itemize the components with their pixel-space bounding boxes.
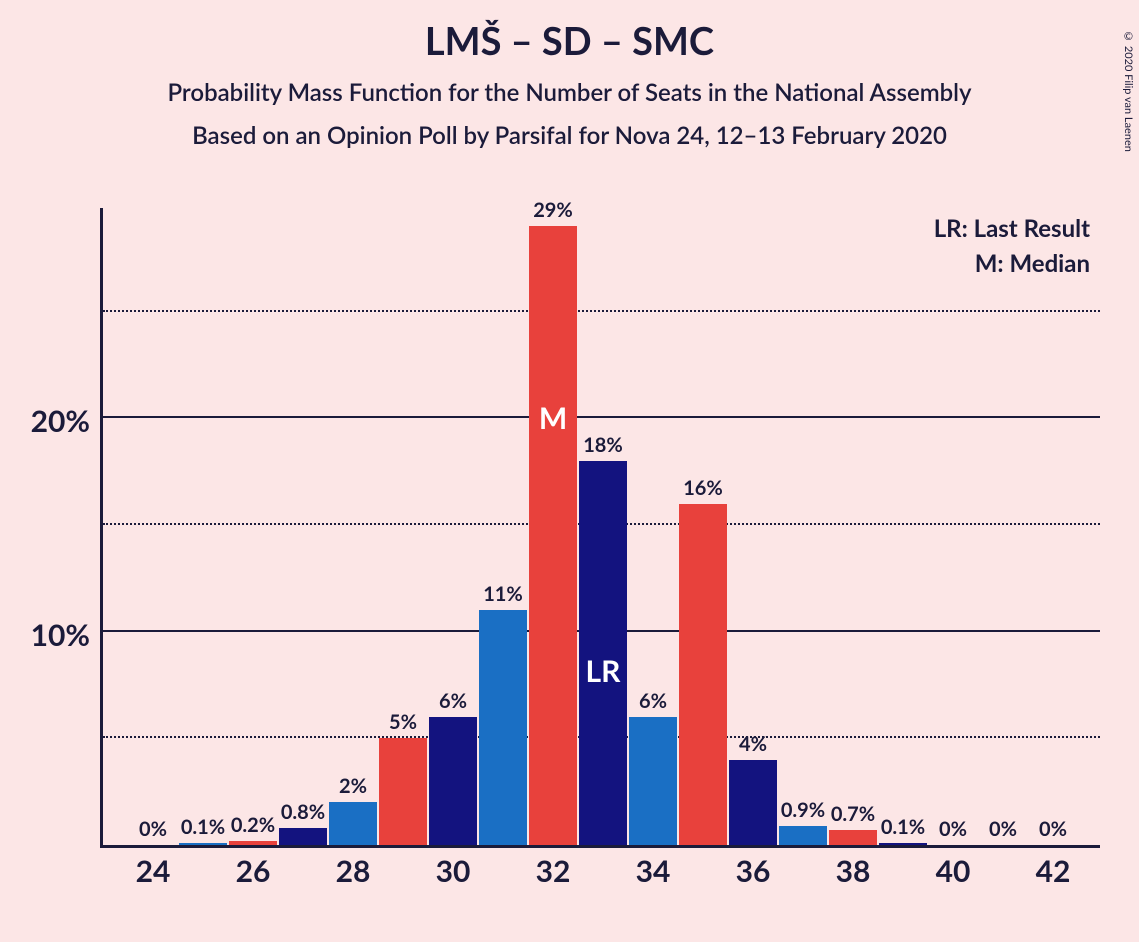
x-tick-label: 30 [436,853,471,889]
bar-value-label: 18% [583,433,623,457]
x-tick-label: 38 [836,853,871,889]
x-tick-label: 34 [636,853,671,889]
bar: 4% [729,760,777,845]
bar: 0.2% [229,841,277,845]
bar: 2% [329,802,377,845]
x-tick-label: 24 [136,853,171,889]
legend-median: M: Median [934,249,1090,278]
legend-last-result: LR: Last Result [934,214,1090,243]
bar-value-label: 16% [683,476,723,500]
bar: 29%M [529,226,577,845]
x-tick-label: 40 [936,853,971,889]
x-tick-label: 28 [336,853,371,889]
chart-subtitle-2: Based on an Opinion Poll by Parsifal for… [0,121,1139,150]
chart-titles: LMŠ – SD – SMC Probability Mass Function… [0,18,1139,150]
bar: 0.9% [779,826,827,845]
y-tick-label: 10% [20,617,90,653]
legend: LR: Last Result M: Median [934,214,1090,284]
bar: 0.1% [879,843,927,845]
bar-value-label: 0.1% [881,815,925,839]
x-tick-label: 32 [536,853,571,889]
bar-value-label: 6% [639,689,667,713]
x-tick-label: 42 [1036,853,1071,889]
bar-value-label: 0% [139,817,167,841]
copyright-text: © 2020 Filip van Laenen [1122,30,1135,152]
bar-value-label: 0% [989,817,1017,841]
bar-value-label: 2% [339,774,367,798]
bar-value-label: 4% [739,732,767,756]
bar: 0.8% [279,828,327,845]
median-marker: M [539,400,567,436]
chart-subtitle-1: Probability Mass Function for the Number… [0,78,1139,107]
bar: 5% [379,738,427,845]
bar: 0.1% [179,843,227,845]
bar-value-label: 6% [439,689,467,713]
bar-value-label: 11% [483,582,523,606]
bar: 6% [429,717,477,845]
bar: 0.7% [829,830,877,845]
bar-value-label: 0.7% [831,802,875,826]
last-result-marker: LR [586,653,621,689]
bar: 6% [629,717,677,845]
bar-value-label: 0.1% [181,815,225,839]
x-tick-label: 26 [236,853,271,889]
bar-value-label: 0% [939,817,967,841]
bar: 18%LR [579,461,627,845]
bar-value-label: 29% [533,198,573,222]
bar: 11% [479,610,527,845]
y-tick-label: 20% [20,403,90,439]
bars-container: 0%0.1%0.2%0.8%2%5%6%11%29%M18%LR6%16%4%0… [103,208,1100,845]
bar-value-label: 0.9% [781,798,825,822]
bar-value-label: 5% [389,710,417,734]
bar: 16% [679,504,727,845]
chart-title: LMŠ – SD – SMC [0,18,1139,64]
bar-value-label: 0% [1039,817,1067,841]
bar-value-label: 0.2% [231,813,275,837]
bar-value-label: 0.8% [281,800,325,824]
plot-area: 0%0.1%0.2%0.8%2%5%6%11%29%M18%LR6%16%4%0… [100,208,1100,848]
x-tick-label: 36 [736,853,771,889]
chart-area: 0%0.1%0.2%0.8%2%5%6%11%29%M18%LR6%16%4%0… [100,208,1100,848]
